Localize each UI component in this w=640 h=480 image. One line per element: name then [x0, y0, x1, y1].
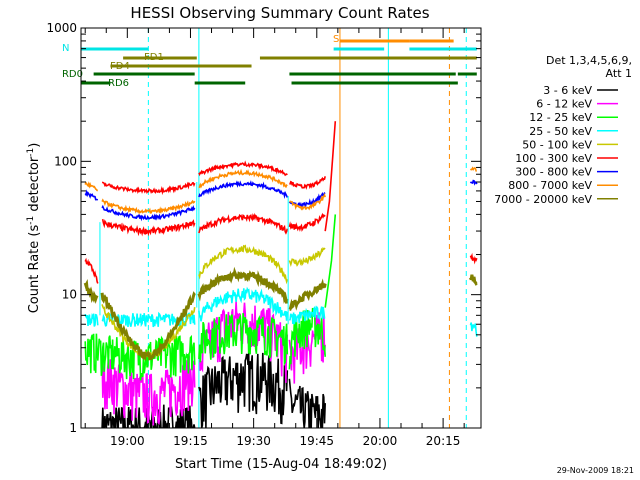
y-axis-label-sup2: -1 [26, 148, 36, 157]
legend-entry-label: 3 - 6 keV [543, 84, 592, 97]
series-line-flare [324, 214, 337, 308]
legend-entry-label: 6 - 12 keV [536, 98, 592, 111]
series-line [101, 218, 196, 237]
legend-entry-label: 100 - 300 keV [515, 152, 592, 165]
series-line [83, 278, 99, 305]
series-line [84, 189, 99, 201]
series-line [198, 244, 289, 285]
y-tick-label: 1 [69, 421, 77, 435]
legend-entry-label: 12 - 25 keV [529, 111, 592, 124]
observing-flags: N FD1 FD4 RD0 RD6 S [62, 34, 477, 89]
flag-label-rd0: RD0 [62, 69, 83, 80]
chart-title: HESSI Observing Summary Count Rates [130, 4, 429, 22]
series-line [469, 179, 478, 186]
y-axis-label-part2: detector [27, 156, 42, 216]
series-line [469, 166, 477, 172]
series-line [84, 313, 99, 327]
flag-label-fd4: FD4 [110, 61, 130, 72]
plot-frame [80, 27, 482, 429]
x-tick-label: 19:45 [299, 434, 334, 448]
series-line [288, 307, 326, 370]
x-axis-ticks: 19:00 19:15 19:30 19:45 20:00 20:15 [84, 28, 465, 448]
series-line [198, 352, 289, 428]
flag-label-n: N [62, 43, 69, 54]
series-line-flare [324, 121, 337, 232]
series-layer [83, 121, 478, 428]
series-line [469, 322, 478, 337]
series-line [101, 181, 196, 196]
series-line [198, 212, 289, 235]
series-line [289, 176, 326, 190]
series-line [101, 198, 196, 215]
legend-entry-label: 300 - 800 keV [515, 166, 592, 179]
series-line [198, 286, 289, 322]
y-axis-label-part1: Count Rate (s [27, 225, 42, 314]
y-tick-label: 10 [62, 288, 77, 302]
series-line [288, 212, 326, 232]
series-line [84, 257, 99, 284]
series-line [84, 181, 98, 192]
y-axis-ticks: 1 10 100 1000 [46, 21, 481, 435]
generated-timestamp: 29-Nov-2009 18:21 [557, 466, 634, 475]
series-line [288, 305, 326, 325]
legend-header-1: Det 1,3,4,5,6,9, [546, 54, 632, 67]
y-tick-label: 1000 [46, 21, 77, 35]
legend-header-2: Att 1 [606, 67, 632, 80]
legend-entry-label: 800 - 7000 keV [508, 179, 592, 192]
series-line [197, 266, 289, 304]
series-line [198, 168, 288, 189]
legend-entry-label: 7000 - 20000 keV [494, 193, 592, 206]
series-line [198, 180, 289, 199]
flag-label-fd1: FD1 [144, 52, 164, 63]
time-markers [147, 28, 467, 428]
flag-label-rd6: RD6 [108, 78, 129, 89]
series-line [288, 247, 326, 268]
x-tick-label: 20:00 [363, 434, 398, 448]
x-tick-label: 19:15 [173, 434, 208, 448]
series-line [469, 274, 478, 286]
y-axis-label: Count Rate (s-1 detector-1) [26, 143, 42, 314]
series-line [288, 192, 326, 209]
series-line [84, 333, 196, 381]
x-tick-label: 19:00 [110, 434, 145, 448]
series-line [288, 378, 326, 428]
legend-entry-label: 25 - 50 keV [529, 125, 592, 138]
plot-area: N FD1 FD4 RD0 RD6 S [62, 27, 482, 429]
series-line [288, 278, 327, 311]
y-axis-label-sup1: -1 [26, 216, 36, 225]
x-tick-label: 19:30 [236, 434, 271, 448]
flag-label-s: S [333, 34, 339, 45]
series-line [101, 355, 196, 426]
series-line [198, 313, 289, 367]
y-tick-label: 100 [54, 154, 77, 168]
x-axis-label: Start Time (15-Aug-04 18:49:02) [175, 457, 387, 472]
series-line [469, 252, 478, 265]
legend-entry-label: 50 - 100 keV [522, 138, 592, 151]
series-line [198, 160, 288, 177]
x-tick-label: 20:15 [426, 434, 461, 448]
series-line [100, 291, 196, 362]
y-axis-label-part3: ) [27, 143, 42, 148]
series-line [289, 192, 326, 211]
series-line [101, 204, 196, 222]
